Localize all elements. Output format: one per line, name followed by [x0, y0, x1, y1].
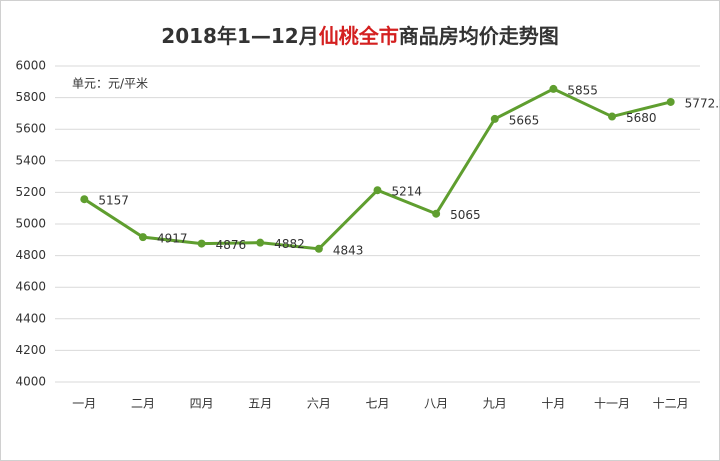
x-tick-label: 七月	[365, 397, 389, 411]
y-tick-label: 5600	[15, 122, 46, 136]
y-tick-label: 4200	[15, 343, 46, 357]
y-tick-label: 4000	[15, 375, 46, 389]
y-tick-label: 6000	[15, 59, 46, 73]
data-label: 5772.27	[685, 96, 720, 110]
point	[666, 97, 675, 106]
point	[490, 114, 499, 123]
x-tick-label: 九月	[483, 397, 507, 411]
data-label: 4882	[274, 237, 305, 251]
point	[608, 112, 617, 121]
data-label: 5157	[98, 194, 129, 208]
x-tick-label: 一月	[72, 397, 96, 411]
data-label: 5214	[392, 185, 423, 199]
y-tick-label: 4400	[15, 311, 46, 325]
point	[197, 239, 206, 248]
x-tick-label: 五月	[248, 397, 272, 411]
y-tick-label: 5800	[15, 90, 46, 104]
x-tick-label: 十二月	[653, 397, 689, 411]
x-tick-label: 八月	[424, 397, 448, 411]
annotation: 单元：元/平米	[72, 77, 148, 91]
point	[373, 186, 382, 195]
data-label: 5855	[567, 83, 598, 97]
x-tick-label: 十月	[541, 397, 565, 411]
title-segment: 2018年1—12月	[161, 24, 318, 48]
point	[256, 238, 265, 247]
data-label: 5680	[626, 111, 657, 125]
title-segment: 商品房均价走势图	[399, 24, 559, 48]
point	[549, 84, 558, 93]
x-tick-label: 四月	[190, 397, 214, 411]
data-label: 4843	[333, 243, 364, 257]
data-label: 5665	[509, 113, 540, 127]
point	[314, 244, 323, 253]
point	[432, 209, 441, 218]
chart-title: 2018年1—12月仙桃全市商品房均价走势图	[161, 24, 558, 48]
point	[138, 233, 147, 242]
x-tick-label: 二月	[131, 397, 155, 411]
data-label: 5065	[450, 208, 481, 222]
x-tick-label: 六月	[307, 397, 331, 411]
point	[80, 195, 89, 204]
y-tick-label: 5200	[15, 185, 46, 199]
y-tick-label: 5400	[15, 153, 46, 167]
x-tick-label: 十一月	[594, 397, 630, 411]
data-label: 4876	[216, 238, 247, 252]
data-label: 4917	[157, 232, 188, 246]
title-segment: 仙桃全市	[319, 24, 399, 48]
y-tick-label: 4600	[15, 280, 46, 294]
y-tick-label: 5000	[15, 217, 46, 231]
y-tick-label: 4800	[15, 248, 46, 262]
